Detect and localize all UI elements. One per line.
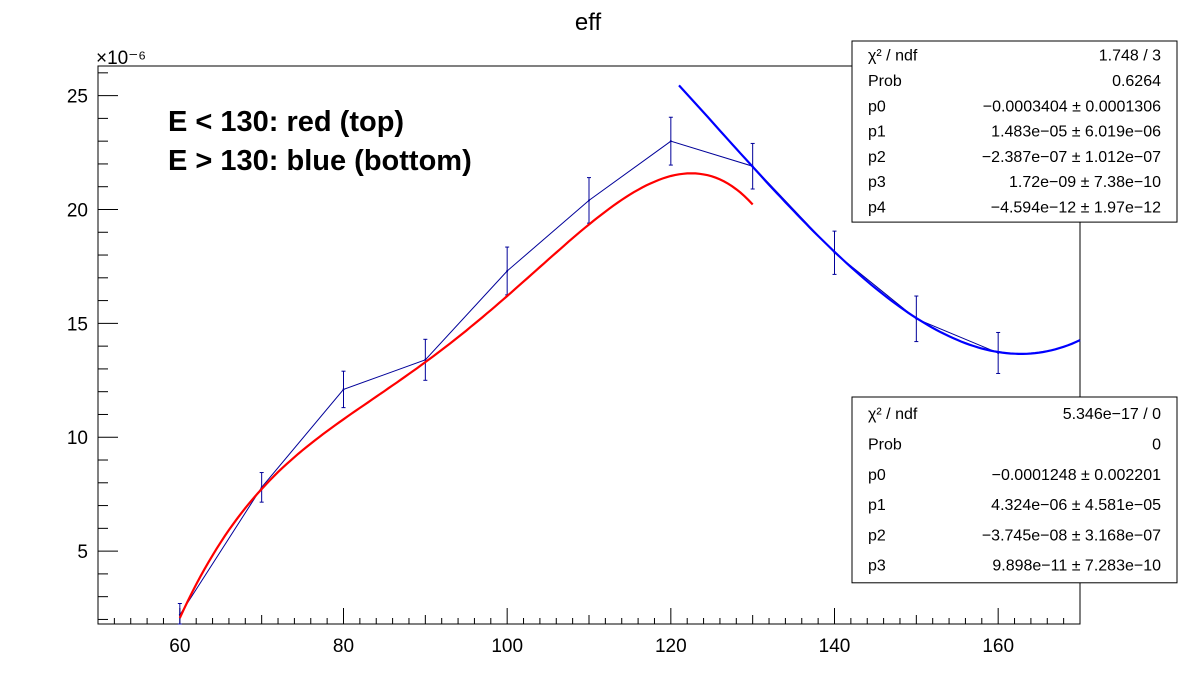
stat-row-label: p3 (868, 174, 886, 191)
stat-row-label: p1 (868, 497, 886, 514)
stat-row-value: 0.6264 (1112, 73, 1161, 90)
data-point (424, 358, 427, 361)
y-tick-label: 20 (67, 200, 88, 221)
axes (97, 72, 1081, 624)
annotation-red-fit: E < 130: red (top) (168, 106, 404, 138)
stat-row-label: p4 (868, 199, 886, 216)
x-tick-label: 140 (819, 636, 851, 657)
data-point (342, 388, 345, 391)
fit-curve-blue (678, 84, 1081, 355)
stat-row-value: 4.324e−06 ± 4.581e−05 (991, 497, 1161, 514)
stat-row-label: χ² / ndf (868, 48, 918, 65)
stat-row-value: −3.745e−08 ± 3.168e−07 (982, 527, 1161, 544)
stat-row-value: 9.898e−11 ± 7.283e−10 (992, 558, 1161, 575)
stat-row-value: −2.387e−07 ± 1.012e−07 (982, 149, 1161, 166)
stat-row-label: p0 (868, 467, 886, 484)
stat-row-label: p1 (868, 124, 886, 141)
annotation-blue-fit: E > 130: blue (bottom) (168, 145, 472, 177)
fit-curves (178, 84, 1081, 619)
y-tick-labels: 5 10 15 20 25 (67, 87, 88, 564)
stat-row-label: Prob (868, 73, 902, 90)
stat-row-value: 5.346e−17 / 0 (1063, 406, 1161, 423)
data-point (669, 140, 672, 143)
stat-box-red-fit: χ² / ndf 1.748 / 3 Prob 0.6264 p0 −0.0003404 … (851, 40, 1178, 223)
stat-row-label: χ² / ndf (868, 406, 918, 423)
chart-title: eff (575, 9, 602, 36)
stat-row-value: −4.594e−12 ± 1.97e−12 (991, 199, 1161, 216)
y-tick-label: 10 (67, 428, 88, 449)
stat-row-value: 0 (1152, 436, 1161, 453)
stat-row-value: −0.0001248 ± 0.002201 (992, 467, 1161, 484)
stat-row-value: 1.483e−05 ± 6.019e−06 (991, 124, 1161, 141)
stat-row-label: p0 (868, 98, 886, 115)
y-tick-label: 25 (67, 87, 88, 108)
stat-row-label: p2 (868, 149, 886, 166)
stat-row-label: p2 (868, 527, 886, 544)
stat-row-value: −0.0003404 ± 0.0001306 (983, 98, 1161, 115)
stat-box-blue-fit: χ² / ndf 5.346e−17 / 0 Prob 0 p0 −0.0001248 ±… (851, 396, 1178, 584)
y-axis-multiplier: ×10⁻⁶ (96, 48, 146, 69)
stat-box-frame (851, 40, 1178, 223)
x-tick-label: 80 (333, 636, 354, 657)
stat-row-label: p3 (868, 558, 886, 575)
x-tick-label: 60 (169, 636, 190, 657)
x-tick-label: 100 (491, 636, 523, 657)
y-tick-label: 5 (77, 542, 88, 563)
fit-curve-red (178, 172, 754, 619)
data-point (506, 269, 509, 272)
data-point (588, 199, 590, 202)
x-tick-labels: 60 80 100 120 140 160 (169, 636, 1014, 657)
y-tick-label: 15 (67, 314, 88, 335)
stat-box-frame (851, 396, 1178, 584)
stat-row-value: 1.72e−09 ± 7.38e−10 (1009, 174, 1161, 191)
x-tick-label: 160 (982, 636, 1014, 657)
stat-row-value: 1.748 / 3 (1099, 48, 1161, 65)
x-tick-label: 120 (655, 636, 687, 657)
stat-row-label: Prob (868, 436, 902, 453)
